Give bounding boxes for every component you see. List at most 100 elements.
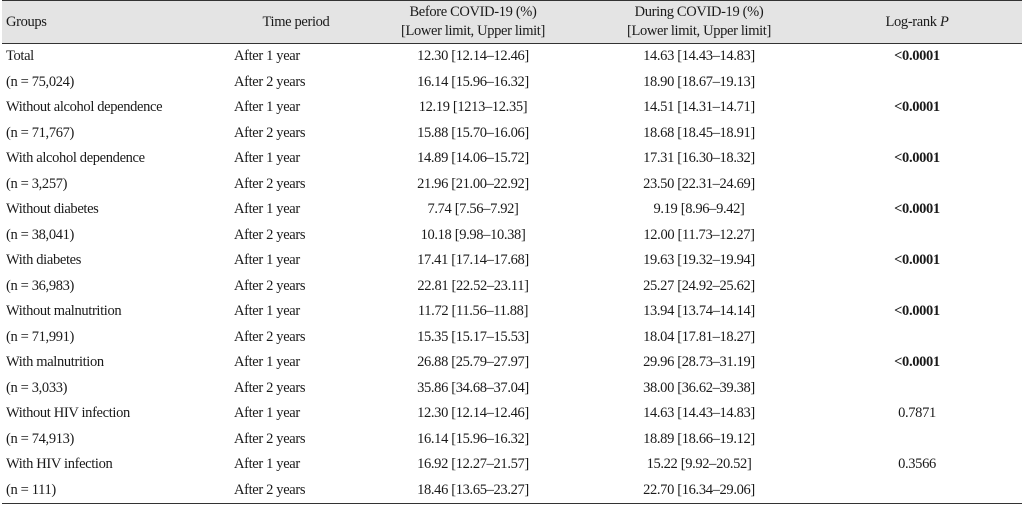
during-covid-value: 25.27 [24.92–25.62] [643, 277, 755, 294]
logrank-p-empty [812, 477, 1022, 504]
table-row-second-year: (n = 38,041) After 2 years 10.18 [9.98–10.… [2, 223, 1022, 249]
group-count: (n = 3,257) [6, 175, 68, 192]
group-name: With diabetes [6, 252, 81, 269]
time-period: After 1 year [234, 99, 300, 116]
during-covid-value: 13.94 [13.74–14.14] [643, 303, 755, 320]
logrank-p-value: 0.7871 [898, 405, 936, 422]
during-covid-value: 14.51 [14.31–14.71] [643, 99, 755, 116]
time-period: After 2 years [234, 430, 306, 447]
header-logrank-p-symbol: P [939, 13, 949, 30]
logrank-p-value: <0.0001 [894, 99, 940, 116]
table-row-second-year: (n = 74,913) After 2 years 16.14 [15.96–16… [2, 427, 1022, 453]
table-row-second-year: (n = 3,257) After 2 years 21.96 [21.00–22.… [2, 172, 1022, 198]
logrank-p-empty [812, 325, 1022, 351]
header-during-covid: During COVID-19 (%) [Lower limit, Upper l… [586, 0, 812, 44]
time-period: After 2 years [234, 175, 306, 192]
during-covid-value: 12.00 [11.73–12.27] [643, 226, 755, 243]
logrank-p-empty [812, 172, 1022, 198]
table-row-first-year: Total After 1 year 12.30 [12.14–12.46] 14.6… [2, 44, 1022, 70]
logrank-p-empty [812, 427, 1022, 453]
during-covid-value: 29.96 [28.73–31.19] [643, 354, 755, 371]
group-name: Total [6, 48, 34, 65]
during-covid-value: 18.90 [18.67–19.13] [643, 73, 755, 90]
group-count: (n = 3,033) [6, 379, 68, 396]
during-covid-value: 15.22 [9.92–20.52] [646, 456, 752, 473]
group-count: (n = 74,913) [6, 430, 75, 447]
header-before-line2: [Lower limit, Upper limit] [401, 23, 545, 39]
logrank-p-value: <0.0001 [894, 201, 940, 218]
before-covid-value: 17.41 [17.14–17.68] [417, 252, 529, 269]
time-period: After 1 year [234, 303, 300, 320]
logrank-p-empty [812, 121, 1022, 147]
before-covid-value: 35.86 [34.68–37.04] [417, 379, 529, 396]
table-row-second-year: (n = 71,991) After 2 years 15.35 [15.17–15… [2, 325, 1022, 351]
table-row-second-year: (n = 3,033) After 2 years 35.86 [34.68–37.… [2, 376, 1022, 402]
table-row-first-year: With alcohol dependence After 1 year 14.89… [2, 146, 1022, 172]
table-row-second-year: (n = 36,983) After 2 years 22.81 [22.52–23… [2, 274, 1022, 300]
before-covid-value: 14.89 [14.06–15.72] [417, 150, 529, 167]
group-name: Without malnutrition [6, 303, 122, 320]
group-count: (n = 71,991) [6, 328, 75, 345]
during-covid-value: 18.89 [18.66–19.12] [643, 430, 755, 447]
during-covid-value: 14.63 [14.43–14.83] [643, 48, 755, 65]
time-period: After 1 year [234, 405, 300, 422]
header-logrank-p: Log-rank P [812, 0, 1022, 44]
table-row-first-year: With diabetes After 1 year 17.41 [17.14–17… [2, 248, 1022, 274]
before-covid-value: 15.88 [15.70–16.06] [417, 124, 529, 141]
before-covid-value: 16.14 [15.96–16.32] [417, 73, 529, 90]
time-period: After 1 year [234, 48, 300, 65]
header-before-line1: Before COVID-19 (%) [409, 4, 537, 20]
time-period: After 1 year [234, 150, 300, 167]
before-covid-value: 12.30 [12.14–12.46] [417, 48, 529, 65]
before-covid-value: 16.14 [15.96–16.32] [417, 430, 529, 447]
during-covid-value: 9.19 [8.96–9.42] [653, 201, 745, 218]
time-period: After 1 year [234, 456, 300, 473]
logrank-p-value: 0.3566 [898, 456, 936, 473]
time-period: After 2 years [234, 73, 306, 90]
time-period: After 2 years [234, 124, 306, 141]
group-name: With alcohol dependence [6, 150, 145, 167]
during-covid-value: 18.68 [18.45–18.91] [643, 124, 755, 141]
table-row-first-year: Without HIV infection After 1 year 12.30 [… [2, 401, 1022, 427]
table-header-row: Groups Time period Before COVID-19 (%) [L… [2, 0, 1022, 44]
table-row-second-year: (n = 111) After 2 years 18.46 [13.65–23.27… [2, 477, 1022, 504]
before-covid-value: 10.18 [9.98–10.38] [420, 226, 526, 243]
before-covid-value: 16.92 [12.27–21.57] [417, 456, 529, 473]
before-covid-value: 11.72 [11.56–11.88] [417, 303, 529, 320]
time-period: After 2 years [234, 226, 306, 243]
time-period: After 2 years [234, 379, 306, 396]
before-covid-value: 12.19 [1213–12.35] [418, 99, 528, 116]
before-covid-value: 18.46 [13.65–23.27] [360, 477, 586, 504]
header-during-line1: During COVID-19 (%) [634, 4, 764, 20]
logrank-p-value: <0.0001 [894, 252, 940, 269]
group-name: Without HIV infection [6, 405, 130, 422]
table-row-first-year: Without diabetes After 1 year 7.74 [7.56–7… [2, 197, 1022, 223]
logrank-p-empty [812, 274, 1022, 300]
before-covid-value: 7.74 [7.56–7.92] [427, 201, 519, 218]
logrank-p-empty [812, 376, 1022, 402]
before-covid-value: 21.96 [21.00–22.92] [417, 175, 529, 192]
group-name: With HIV infection [6, 456, 113, 473]
header-before-covid: Before COVID-19 (%) [Lower limit, Upper l… [360, 0, 586, 44]
header-logrank-text: Log-rank [885, 13, 940, 30]
group-count: (n = 71,767) [6, 124, 75, 141]
group-name: Without alcohol dependence [6, 99, 163, 116]
before-covid-value: 12.30 [12.14–12.46] [417, 405, 529, 422]
header-time-period: Time period [232, 0, 360, 44]
logrank-p-empty [812, 223, 1022, 249]
before-covid-value: 22.81 [22.52–23.11] [417, 277, 529, 294]
during-covid-value: 18.04 [17.81–18.27] [643, 328, 755, 345]
group-count: (n = 38,041) [6, 226, 75, 243]
table-row-second-year: (n = 71,767) After 2 years 15.88 [15.70–16… [2, 121, 1022, 147]
logrank-p-value: <0.0001 [894, 303, 940, 320]
group-name: With malnutrition [6, 354, 104, 371]
group-name: Without diabetes [6, 201, 99, 218]
time-period: After 1 year [234, 354, 300, 371]
logrank-p-value: <0.0001 [894, 150, 940, 167]
logrank-p-empty [812, 70, 1022, 96]
table-row-first-year: With HIV infection After 1 year 16.92 [12.… [2, 452, 1022, 478]
time-period: After 2 years [234, 277, 306, 294]
before-covid-value: 26.88 [25.79–27.97] [417, 354, 529, 371]
